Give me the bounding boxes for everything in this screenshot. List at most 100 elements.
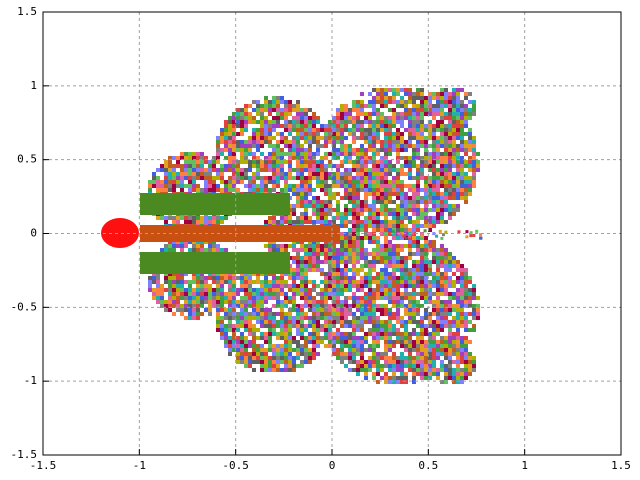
fractal-cell — [220, 292, 224, 296]
fractal-cell — [368, 128, 372, 132]
fractal-cell — [332, 248, 336, 252]
fractal-cell — [372, 172, 376, 176]
fractal-cell — [264, 356, 268, 360]
fractal-cell — [300, 304, 304, 308]
fractal-cell — [288, 364, 292, 368]
fractal-cell — [436, 248, 440, 252]
fractal-cell — [448, 112, 452, 116]
fractal-cell — [184, 216, 188, 220]
fractal-cell — [216, 148, 220, 152]
fractal-cell — [464, 140, 468, 144]
fractal-cell — [268, 368, 272, 372]
fractal-cell — [440, 184, 444, 188]
fractal-cell — [300, 292, 304, 296]
fractal-cell — [448, 296, 452, 300]
fractal-cell — [452, 212, 456, 216]
fractal-cell — [160, 216, 164, 220]
fractal-cell — [372, 168, 376, 172]
fractal-cell — [464, 280, 468, 284]
fractal-cell — [172, 248, 176, 252]
fractal-cell — [420, 248, 424, 252]
fractal-cell — [184, 292, 188, 296]
fractal-cell — [156, 284, 160, 288]
fractal-cell — [440, 236, 444, 240]
fractal-cell — [348, 248, 352, 252]
fractal-cell — [352, 124, 356, 128]
fractal-cell — [252, 292, 256, 296]
fractal-cell — [236, 348, 240, 352]
fractal-cell — [456, 364, 460, 368]
fractal-cell — [288, 324, 292, 328]
fractal-cell — [272, 280, 276, 284]
fractal-cell — [300, 200, 304, 204]
fractal-cell — [416, 260, 420, 264]
fractal-cell — [404, 228, 408, 232]
fractal-cell — [264, 316, 268, 320]
fractal-cell — [396, 140, 400, 144]
fractal-cell — [320, 304, 324, 308]
fractal-cell — [268, 308, 272, 312]
fractal-cell — [392, 216, 396, 220]
fractal-cell — [340, 260, 344, 264]
fractal-cell — [436, 108, 440, 112]
fractal-cell — [288, 312, 292, 316]
fractal-cell — [436, 272, 440, 276]
fractal-cell — [388, 256, 392, 260]
fractal-cell — [288, 320, 292, 324]
fractal-cell — [244, 352, 248, 356]
fractal-cell — [420, 280, 424, 284]
fractal-cell — [160, 168, 164, 172]
fractal-cell — [252, 340, 256, 344]
fractal-cell — [452, 100, 456, 104]
fractal-cell — [472, 360, 476, 364]
fractal-cell — [204, 160, 208, 164]
fractal-cell — [348, 268, 352, 272]
fractal-cell — [448, 156, 452, 160]
fractal-cell — [236, 124, 240, 128]
fractal-cell — [464, 144, 468, 148]
fractal-cell — [264, 292, 268, 296]
y-tick-label: 0 — [30, 227, 37, 240]
fractal-cell — [368, 212, 372, 216]
fractal-cell — [448, 348, 452, 352]
fractal-cell — [164, 180, 168, 184]
fractal-cell — [264, 116, 268, 120]
fractal-cell — [456, 332, 460, 336]
fractal-cell — [420, 144, 424, 148]
fractal-cell — [352, 240, 356, 244]
fractal-cell — [336, 168, 340, 172]
fractal-cell — [476, 296, 480, 300]
fractal-cell — [372, 164, 376, 168]
fractal-cell — [344, 128, 348, 132]
fractal-cell — [360, 144, 364, 148]
fractal-cell — [292, 324, 296, 328]
fractal-cell — [184, 220, 188, 224]
fractal-cell — [352, 312, 356, 316]
fractal-cell — [284, 316, 288, 320]
fractal-cell — [440, 120, 444, 124]
fractal-cell — [420, 132, 424, 136]
fractal-cell — [356, 236, 360, 240]
fractal-cell — [360, 284, 364, 288]
fractal-cell — [356, 296, 360, 300]
fractal-cell — [352, 340, 356, 344]
fractal-cell — [248, 328, 252, 332]
fractal-cell — [316, 128, 320, 132]
fractal-cell — [364, 320, 368, 324]
fractal-cell — [384, 240, 388, 244]
fractal-cell — [344, 104, 348, 108]
fractal-cell — [312, 284, 316, 288]
fractal-cell — [440, 348, 444, 352]
fractal-cell — [360, 336, 364, 340]
fractal-cell — [192, 176, 196, 180]
fractal-cell — [296, 188, 300, 192]
fractal-cell — [388, 184, 392, 188]
x-tick-label: -1 — [133, 459, 146, 472]
fractal-cell — [216, 140, 220, 144]
fractal-cell — [384, 136, 388, 140]
fractal-cell — [176, 292, 180, 296]
fractal-cell — [364, 148, 368, 152]
fractal-cell — [320, 272, 324, 276]
fractal-cell — [276, 156, 280, 160]
fractal-cell — [176, 300, 180, 304]
